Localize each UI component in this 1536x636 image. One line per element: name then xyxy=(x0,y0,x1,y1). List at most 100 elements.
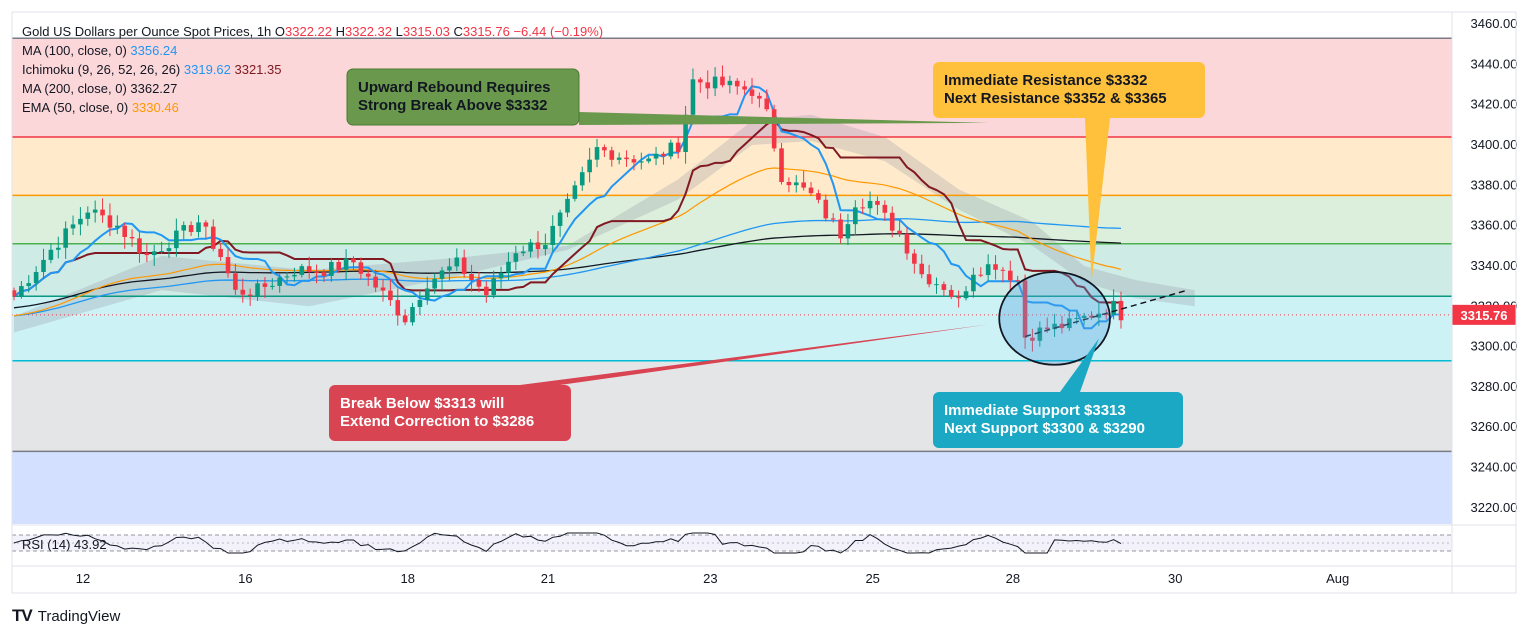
callout-box xyxy=(329,385,571,441)
candle-body xyxy=(1089,315,1094,318)
candle-body xyxy=(587,159,592,173)
candle xyxy=(594,138,600,168)
candle xyxy=(764,89,770,112)
tradingview-logo[interactable]: TV TradingView xyxy=(12,606,120,626)
candle-body xyxy=(417,299,423,307)
candle xyxy=(801,170,806,191)
y-tick-label: 3220.00 xyxy=(1471,500,1518,515)
candle xyxy=(329,257,334,282)
candle xyxy=(653,146,659,166)
candle xyxy=(808,182,814,197)
indicator-legend-2: MA (200, close, 0) 3362.27 xyxy=(22,81,177,96)
candle xyxy=(897,219,902,237)
ohlc-value: 3315.03 xyxy=(403,24,454,39)
time-axis[interactable]: 12 16 18 21 23 25 28 30 Aug xyxy=(76,571,1349,586)
x-tick-label: Aug xyxy=(1326,571,1349,586)
candle-body xyxy=(100,209,105,216)
last-price-text: 3315.76 xyxy=(1461,308,1508,323)
candle-body xyxy=(107,215,113,228)
candle-body xyxy=(557,212,563,226)
candle xyxy=(1089,311,1094,320)
candle-body xyxy=(653,153,659,159)
callout-box xyxy=(346,68,580,126)
candle xyxy=(639,152,644,170)
candle-body xyxy=(764,98,770,110)
candle xyxy=(793,175,799,193)
chart-frame xyxy=(11,11,1517,594)
callout-line: Strong Break Above $3332 xyxy=(358,97,548,114)
candle-body xyxy=(476,279,482,287)
candle xyxy=(1037,321,1043,347)
candle-body xyxy=(26,283,32,287)
candle xyxy=(1096,301,1102,326)
price-zone-1 xyxy=(12,136,1452,196)
tradingview-logo-icon: TV xyxy=(12,606,33,625)
candle-body xyxy=(12,290,17,297)
candle-body xyxy=(646,158,651,162)
candle xyxy=(985,254,991,282)
candle-body xyxy=(203,222,209,227)
candle xyxy=(690,68,696,119)
candle xyxy=(447,258,452,281)
candle-body xyxy=(70,224,76,229)
ohlc-value: 3315.76 xyxy=(463,24,514,39)
candle xyxy=(233,263,238,295)
candle-body xyxy=(1118,300,1124,321)
candle-body xyxy=(1059,323,1065,329)
candle xyxy=(63,221,68,259)
candle xyxy=(107,203,113,237)
ma-200-line xyxy=(13,233,1122,309)
price-zones xyxy=(12,38,1452,524)
candle-body xyxy=(823,199,829,219)
candle-body xyxy=(550,225,556,246)
candle-body xyxy=(889,212,895,231)
price-axis[interactable]: 3220.003240.003260.003280.003300.003320.… xyxy=(1452,16,1518,515)
candle xyxy=(469,264,474,292)
candle-body xyxy=(565,198,570,213)
candle xyxy=(506,252,511,281)
candle-body xyxy=(388,290,393,301)
candle-body xyxy=(749,89,755,96)
candle-body xyxy=(306,266,312,273)
candle xyxy=(720,65,725,88)
candle xyxy=(572,180,578,202)
candle-body xyxy=(33,272,39,284)
candlesticks xyxy=(12,65,1124,352)
candle-body xyxy=(668,142,674,157)
candle xyxy=(1008,260,1013,292)
tradingview-brand-text: TradingView xyxy=(37,607,121,625)
candle xyxy=(587,147,592,183)
candle-body xyxy=(771,109,777,149)
candle xyxy=(498,266,504,289)
callout-line: Break Below $3313 will xyxy=(340,395,504,412)
candle-body xyxy=(919,263,925,275)
candle xyxy=(365,269,371,287)
candle xyxy=(402,309,408,326)
candle xyxy=(624,150,629,167)
candle xyxy=(646,155,651,164)
candle-body xyxy=(365,273,371,277)
candle xyxy=(543,233,548,256)
candle-body xyxy=(174,230,179,249)
candle-body xyxy=(358,262,364,274)
last-price-badge xyxy=(1452,304,1516,325)
candle xyxy=(210,219,216,252)
candle xyxy=(85,206,91,226)
candle xyxy=(247,288,253,306)
candle xyxy=(100,198,105,223)
candle xyxy=(609,146,615,167)
candle xyxy=(122,222,127,249)
candle-body xyxy=(882,204,888,213)
callout-pointer xyxy=(1085,118,1110,283)
annotations xyxy=(998,271,1188,366)
candle-body xyxy=(941,284,947,290)
candle xyxy=(1111,289,1116,320)
candle xyxy=(454,248,460,272)
candle-body xyxy=(690,79,696,115)
candle xyxy=(1118,291,1124,329)
candle xyxy=(373,269,378,292)
candle xyxy=(166,242,172,258)
candle xyxy=(92,200,98,223)
candle-body xyxy=(55,247,61,250)
